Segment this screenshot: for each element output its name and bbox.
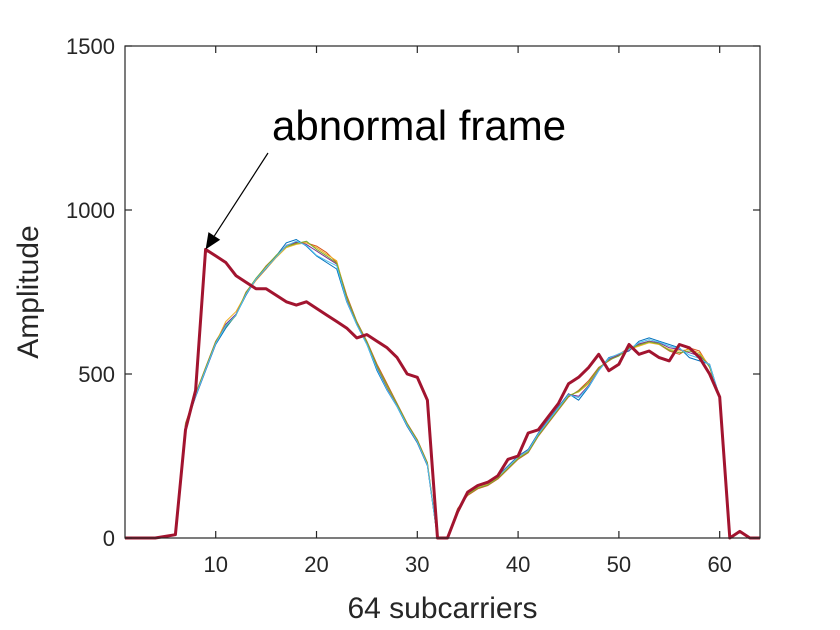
y-tick-label: 1500 <box>66 34 115 59</box>
annotation-arrow <box>213 152 269 237</box>
annotation-arrowhead <box>205 232 221 250</box>
x-tick-label: 10 <box>203 552 227 577</box>
y-axis-label: Amplitude <box>12 225 45 358</box>
annotation: abnormal frame <box>205 102 566 250</box>
x-tick-label: 60 <box>707 552 731 577</box>
x-tick-label: 30 <box>405 552 429 577</box>
x-tick-label: 40 <box>506 552 530 577</box>
x-tick-label: 20 <box>304 552 328 577</box>
y-tick-label: 500 <box>78 362 115 387</box>
plot-frame <box>124 45 761 539</box>
annotation-text: abnormal frame <box>272 102 566 149</box>
x-axis-label: 64 subcarriers <box>347 592 537 625</box>
y-tick-label: 0 <box>103 526 115 551</box>
tick-layer: 10 20 30 40 50 60 0 500 1000 1500 <box>66 34 760 577</box>
y-tick-label: 1000 <box>66 198 115 223</box>
x-tick-label: 50 <box>607 552 631 577</box>
